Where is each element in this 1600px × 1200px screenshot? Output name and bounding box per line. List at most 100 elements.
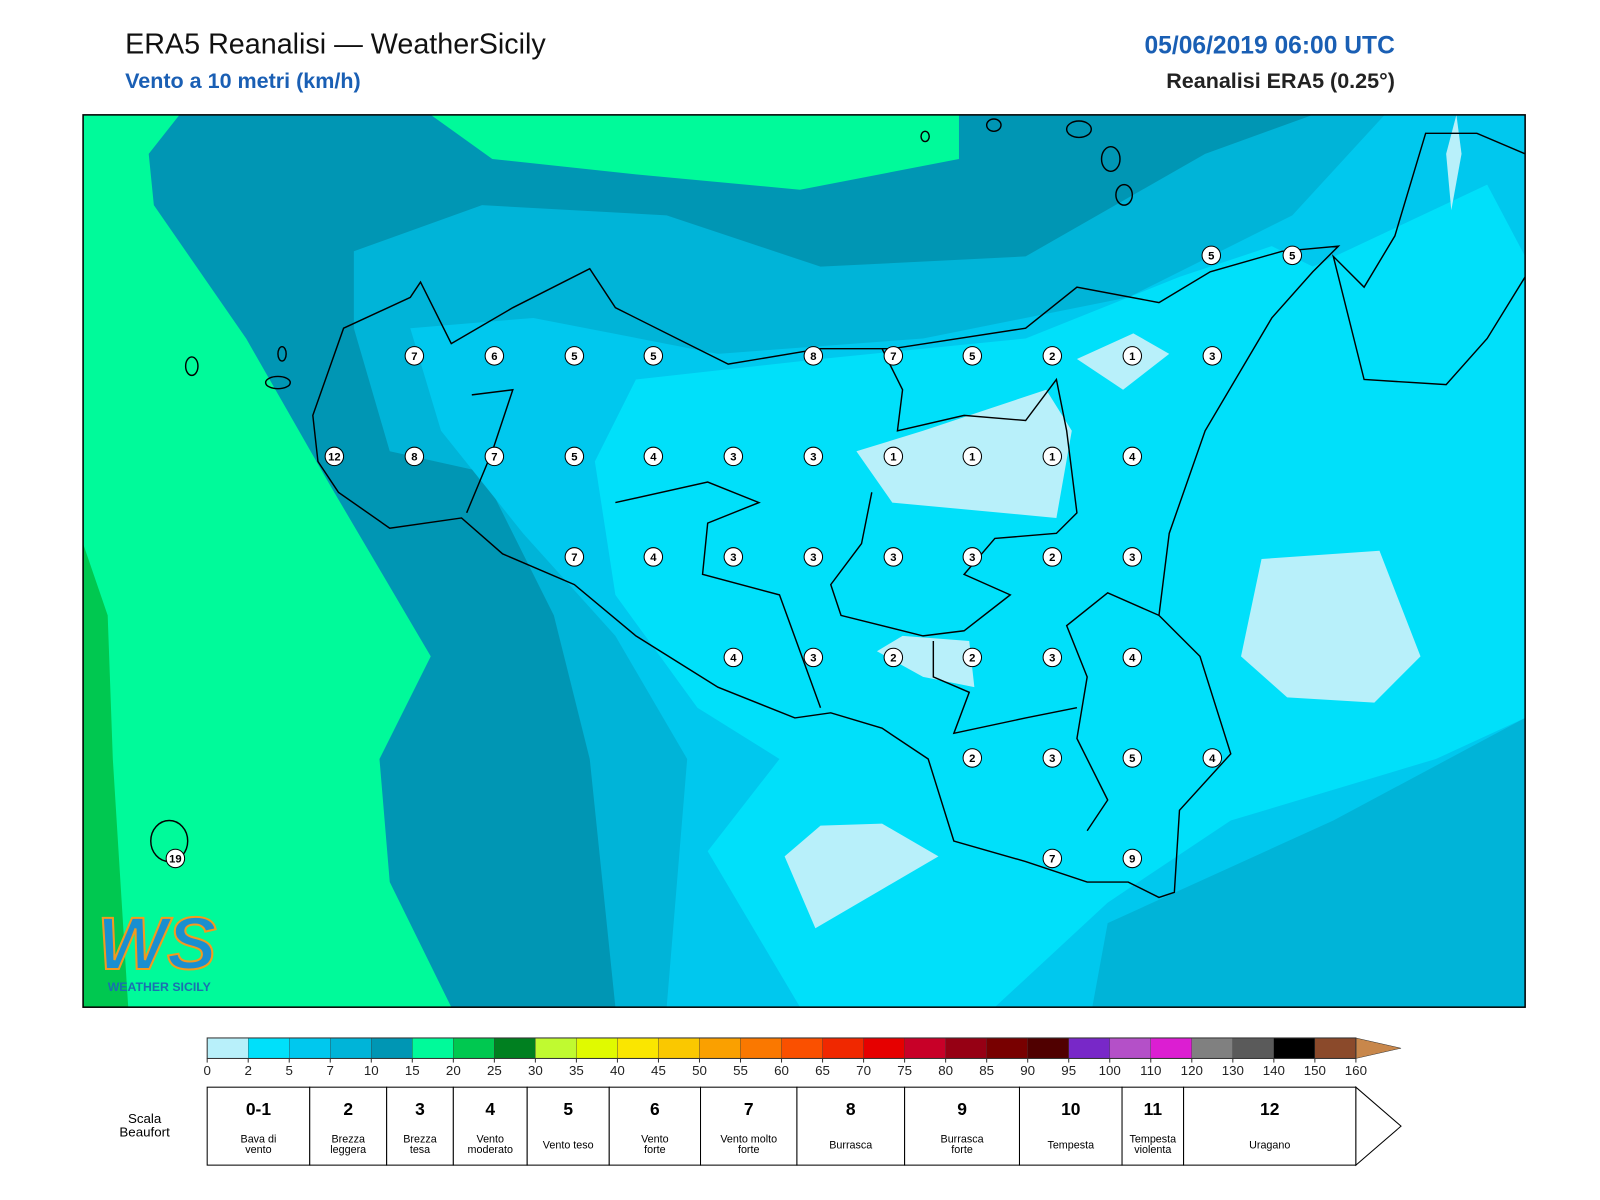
station-marker <box>484 446 505 467</box>
colorbar-tick-label: 95 <box>1061 1063 1076 1078</box>
station-value: 5 <box>1289 250 1295 262</box>
station-marker <box>1042 346 1063 366</box>
logo: WS WEATHER SICILY <box>96 901 217 994</box>
station-value: 19 <box>169 854 182 866</box>
station-value: 4 <box>650 552 657 564</box>
station-value: 2 <box>1049 351 1055 363</box>
colorbar-tick-label: 60 <box>774 1063 789 1078</box>
colorbar-tick-label: 75 <box>897 1063 912 1078</box>
station-marker <box>643 547 664 567</box>
station-value: 3 <box>969 552 975 564</box>
colorbar-tick-label: 140 <box>1263 1063 1285 1078</box>
beaufort-cell <box>452 1086 528 1166</box>
station-marker <box>962 647 983 668</box>
station-value: 3 <box>730 552 736 564</box>
station-marker <box>324 446 345 467</box>
beaufort-force: 12 <box>1260 1099 1279 1119</box>
colorbar-swatch <box>781 1037 823 1059</box>
station-value: 3 <box>810 452 816 464</box>
station-value: 1 <box>969 452 975 464</box>
station-value: 7 <box>1049 854 1055 866</box>
beaufort-label: leggera <box>330 1144 366 1156</box>
station-marker <box>962 446 983 467</box>
colorbar-tick-label: 120 <box>1181 1063 1203 1078</box>
colorbar-swatch <box>904 1037 946 1059</box>
beaufort-cell <box>309 1086 388 1166</box>
datetime: 05/06/2019 06:00 UTC <box>1144 32 1395 59</box>
station-value: 4 <box>1129 452 1136 464</box>
colorbar-swatch <box>412 1037 454 1059</box>
beaufort-label: Vento <box>641 1134 669 1146</box>
station-value: 7 <box>411 351 417 363</box>
station-value: 4 <box>650 452 657 464</box>
colorbar-swatch <box>289 1037 331 1059</box>
station-marker <box>1201 245 1222 266</box>
station-value: 7 <box>491 452 497 464</box>
colorbar-swatch <box>248 1037 290 1059</box>
colorbar-tick-label: 50 <box>692 1063 707 1078</box>
station-marker <box>1122 446 1143 467</box>
station-marker <box>1122 647 1143 668</box>
station-value: 1 <box>890 452 896 464</box>
station-value: 1 <box>1129 351 1135 363</box>
colorbar-tick-label: 100 <box>1099 1063 1121 1078</box>
colorbar-tick-label: 35 <box>569 1063 584 1078</box>
colorbar-swatch <box>1150 1037 1192 1059</box>
station-value: 5 <box>571 351 577 363</box>
station-value: 9 <box>1129 854 1135 866</box>
station-value: 4 <box>1129 653 1136 665</box>
colorbar-swatch <box>945 1037 987 1059</box>
colorbar-tick-label: 85 <box>979 1063 994 1078</box>
beaufort-force: 10 <box>1061 1099 1080 1119</box>
colorbar-tick-label: 30 <box>528 1063 543 1078</box>
station-marker <box>962 748 983 768</box>
station-marker <box>723 547 744 567</box>
beaufort-force: 4 <box>485 1099 495 1119</box>
station-value: 8 <box>810 351 816 363</box>
beaufort-label: Vento molto <box>720 1134 777 1146</box>
colorbar-tick-label: 40 <box>610 1063 625 1078</box>
beaufort-cell <box>206 1086 311 1166</box>
station-marker <box>1122 848 1143 869</box>
province-border <box>1065 591 1160 832</box>
colorbar-tick-label: 130 <box>1222 1063 1244 1078</box>
station-value: 5 <box>969 351 975 363</box>
station-marker <box>564 446 585 467</box>
beaufort-force: 2 <box>343 1099 353 1119</box>
station-marker <box>803 647 824 668</box>
coastline <box>1332 132 1526 386</box>
province-border <box>932 641 1078 735</box>
beaufort-label: Burrasca <box>941 1134 984 1146</box>
station-value: 12 <box>328 452 341 464</box>
beaufort-force: 5 <box>563 1099 573 1119</box>
wind-field <box>1241 550 1421 703</box>
beaufort-force: 0-1 <box>246 1099 271 1119</box>
station-value: 3 <box>1049 753 1055 765</box>
station-marker <box>1122 346 1143 366</box>
colorbar-arrow <box>1355 1037 1402 1059</box>
colorbar-swatch <box>1273 1037 1316 1059</box>
station-value: 6 <box>491 351 497 363</box>
beaufort-label: Tempesta <box>1047 1140 1094 1152</box>
colorbar-tick-label: 10 <box>364 1063 379 1078</box>
station-marker <box>643 446 664 467</box>
beaufort-label: moderato <box>468 1144 513 1156</box>
map-frame <box>82 114 1526 1008</box>
map: 7 6 5 5 8 7 5 2 1 3 5 5 12 8 7 5 4 3 3 1 1 1 4 7 4 3 3 3 3 2 3 4 3 2 2 3 4 2 3… <box>82 114 1526 1008</box>
colorbar-swatch <box>453 1037 495 1059</box>
station-value: 2 <box>969 653 975 665</box>
station-marker <box>883 647 904 668</box>
station-value: 3 <box>890 552 896 564</box>
wind-field <box>83 114 452 1008</box>
station-marker <box>1202 748 1223 768</box>
wind-field <box>1446 114 1462 211</box>
colorbar-tick-label: 70 <box>856 1063 871 1078</box>
station-marker <box>1042 748 1063 768</box>
colorbar-tick-label: 0 <box>203 1063 210 1078</box>
colorbar-tick-label: 20 <box>446 1063 461 1078</box>
station-marker <box>484 346 505 366</box>
colorbar-swatch <box>535 1037 577 1059</box>
station-marker <box>1042 547 1063 567</box>
station-marker <box>165 848 186 869</box>
